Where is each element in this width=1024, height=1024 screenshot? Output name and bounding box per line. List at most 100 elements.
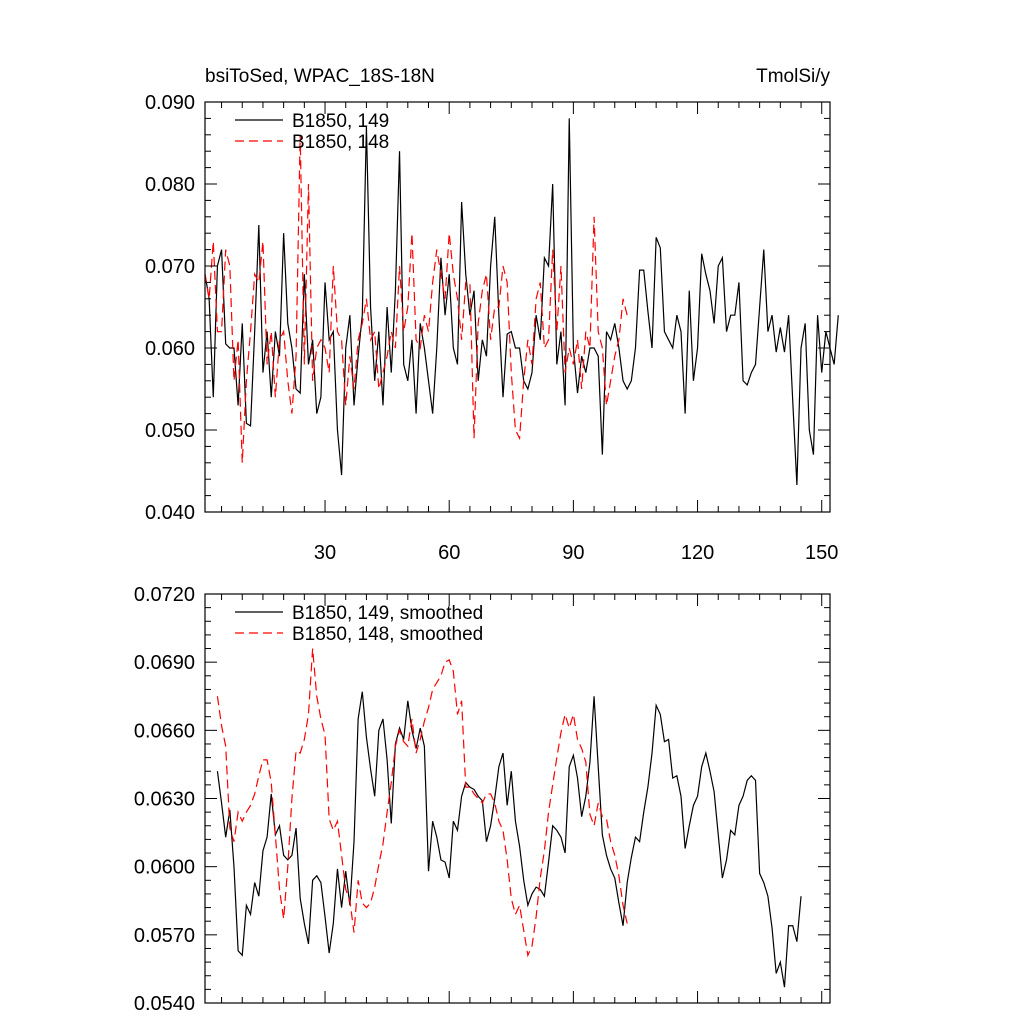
y-tick-label: 0.0660: [134, 720, 195, 742]
data-point: [544, 850, 545, 851]
data-point: [266, 331, 267, 332]
data-point: [453, 821, 454, 822]
data-point: [573, 714, 574, 715]
data-point: [444, 662, 445, 663]
data-point: [428, 380, 429, 381]
data-point: [258, 282, 259, 283]
series-line-2: [216, 648, 628, 958]
data-point: [217, 331, 218, 332]
data-point: [225, 343, 226, 344]
data-point: [295, 388, 296, 389]
data-point: [614, 855, 615, 856]
data-point: [622, 905, 623, 906]
data-point: [730, 315, 731, 316]
data-point: [813, 454, 814, 455]
data-point: [312, 648, 313, 649]
data-point: [387, 759, 388, 760]
data-point: [432, 282, 433, 283]
y-tick-label: 0.0630: [134, 789, 195, 811]
data-point: [606, 855, 607, 856]
data-point: [639, 841, 640, 842]
data-point: [333, 923, 334, 924]
data-point: [589, 814, 590, 815]
data-point: [271, 782, 272, 783]
data-point: [399, 151, 400, 152]
data-point: [751, 372, 752, 373]
data-point: [440, 675, 441, 676]
data-point: [279, 356, 280, 357]
data-point: [387, 812, 388, 813]
data-point: [432, 689, 433, 690]
data-point: [341, 907, 342, 908]
data-point: [722, 877, 723, 878]
data-point: [415, 413, 416, 414]
data-point: [225, 746, 226, 747]
data-point: [507, 859, 508, 860]
data-point: [771, 315, 772, 316]
data-point: [382, 372, 383, 373]
data-point: [333, 331, 334, 332]
data-point: [370, 768, 371, 769]
data-point: [747, 780, 748, 781]
data-point: [370, 902, 371, 903]
data-point: [709, 290, 710, 291]
data-point: [316, 696, 317, 697]
data-point: [457, 364, 458, 365]
data-point: [320, 718, 321, 719]
data-point: [246, 380, 247, 381]
data-point: [453, 347, 454, 348]
data-point: [482, 290, 483, 291]
data-point: [685, 413, 686, 414]
data-point: [395, 746, 396, 747]
data-point: [585, 762, 586, 763]
x-tick-label: 30: [314, 542, 336, 564]
data-point: [515, 429, 516, 430]
data-point: [515, 914, 516, 915]
data-point: [519, 905, 520, 906]
data-point: [337, 821, 338, 822]
data-point: [337, 429, 338, 430]
data-point: [515, 821, 516, 822]
data-point: [660, 714, 661, 715]
data-point: [391, 372, 392, 373]
data-point: [366, 298, 367, 299]
data-point: [304, 364, 305, 365]
data-point: [709, 771, 710, 772]
data-point: [664, 331, 665, 332]
data-point: [490, 265, 491, 266]
data-point: [465, 274, 466, 275]
data-point: [622, 298, 623, 299]
x-tick-label: 120: [681, 542, 714, 564]
data-point: [266, 364, 267, 365]
data-point: [784, 986, 785, 987]
data-point: [457, 830, 458, 831]
data-point: [560, 331, 561, 332]
data-point: [333, 265, 334, 266]
data-point: [742, 796, 743, 797]
data-point: [453, 274, 454, 275]
data-point: [536, 298, 537, 299]
data-point: [511, 331, 512, 332]
data-point: [482, 339, 483, 340]
data-point: [287, 866, 288, 867]
data-point: [805, 323, 806, 324]
data-point: [763, 882, 764, 883]
data-point: [635, 347, 636, 348]
data-point: [362, 315, 363, 316]
data-point: [577, 777, 578, 778]
data-point: [792, 401, 793, 402]
data-point: [651, 347, 652, 348]
data-point: [581, 356, 582, 357]
data-point: [531, 946, 532, 947]
data-point: [238, 405, 239, 406]
data-point: [465, 787, 466, 788]
data-point: [449, 877, 450, 878]
data-point: [714, 323, 715, 324]
data-point: [399, 730, 400, 731]
data-point: [391, 782, 392, 783]
axes: 0.0540 0.0570 0.0600 0.0630 0.0660 0.0690 0.07…: [134, 584, 831, 1015]
legend-label: B1850, 149: [292, 111, 389, 132]
data-point: [378, 730, 379, 731]
data-point: [349, 900, 350, 901]
